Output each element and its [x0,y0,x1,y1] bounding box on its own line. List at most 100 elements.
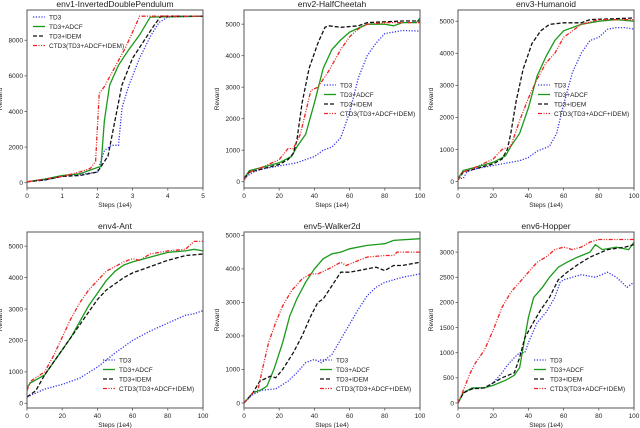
axes-frame [243,231,421,409]
legend-label: CTD3(TD3+ADCF+IDEM) [119,386,194,393]
legend-label: TD3+ADCF [336,367,370,374]
x-tick-label: 20 [276,193,284,200]
legend-label: TD3+ADCF [550,367,584,374]
x-tick-label: 20 [59,413,67,420]
axes-frame [457,231,635,409]
y-tick-label: 6000 [9,73,24,80]
series-line-ctd3-td3-adcf-idem [244,21,420,181]
series-line-ctd3-td3-adcf-idem [27,15,203,183]
legend: TD3 TD3+ADCF TD3+IDEM CTD3(TD3+ADCF+IDEM) [534,357,625,393]
series-line-td3-idem [244,261,420,404]
y-tick-label: 4000 [440,51,455,58]
legend-label: TD3 [119,357,132,364]
x-tick-label: 5 [201,193,205,200]
y-axis-label: Reward [428,87,435,110]
series-line-td3 [27,309,203,398]
x-tick-label: 0 [242,193,246,200]
subplot-title: env6-Hopper [521,221,570,231]
x-tick-label: 100 [415,413,426,420]
series-line-td3-idem [27,15,203,183]
x-axis-label: Steps (1e4) [315,422,349,428]
series-line-td3-idem [27,253,203,398]
y-tick-label: 8000 [9,38,24,45]
legend-label: TD3+IDEM [340,101,372,108]
axes-frame [26,9,204,189]
y-tick-label: 4000 [9,275,24,282]
y-tick-label: 4000 [9,109,24,116]
legend-label: TD3+IDEM [550,376,582,383]
x-tick-label: 20 [490,413,498,420]
y-tick-label: 0 [19,401,23,408]
axes-frame [457,9,635,189]
x-tick-label: 40 [94,413,102,420]
x-tick-label: 0 [25,413,29,420]
y-tick-label: 2000 [9,144,24,151]
subplot-title: env4-Ant [98,221,133,231]
legend-label: TD3+ADCF [49,24,83,31]
y-tick-label: 1000 [440,350,455,357]
y-tick-label: 4000 [226,266,241,273]
series-line-td3 [458,271,634,404]
legend: TD3 TD3+ADCF TD3+IDEM CTD3(TD3+ADCF+IDEM) [320,357,411,393]
y-axis-label: Reward [0,308,4,331]
series-line-td3 [244,29,420,180]
legend-label: TD3+ADCF [554,92,588,99]
y-tick-label: 0 [450,400,454,407]
series-line-td3 [244,273,420,404]
legend-label: CTD3(TD3+ADCF+IDEM) [554,111,629,118]
y-tick-label: 500 [443,375,454,382]
series-line-td3-adcf [27,248,203,388]
series-line-td3-adcf [244,17,420,179]
x-tick-label: 3 [131,193,135,200]
x-tick-label: 60 [346,413,354,420]
legend-label: CTD3(TD3+ADCF+IDEM) [340,111,415,118]
x-tick-label: 60 [560,413,568,420]
series-line-td3-idem [458,17,634,181]
y-tick-label: 5000 [440,19,455,26]
legend: TD3 TD3+ADCF TD3+IDEM CTD3(TD3+ADCF+IDEM) [33,14,124,50]
x-tick-label: 20 [490,193,498,200]
x-tick-label: 100 [629,413,640,420]
x-tick-label: 80 [164,413,172,420]
series-line-td3 [27,15,203,183]
legend-label: TD3+IDEM [336,376,368,383]
legend-label: TD3 [340,82,353,89]
x-tick-label: 40 [311,193,319,200]
legend-label: TD3+IDEM [119,376,151,383]
y-tick-label: 3000 [440,249,455,256]
series-line-ctd3-td3-adcf-idem [458,238,634,404]
x-tick-label: 80 [595,193,603,200]
x-tick-label: 0 [242,413,246,420]
legend: TD3 TD3+ADCF TD3+IDEM CTD3(TD3+ADCF+IDEM) [103,357,194,393]
series-line-td3 [458,26,634,180]
legend-label: TD3+ADCF [119,367,153,374]
legend-label: CTD3(TD3+ADCF+IDEM) [49,43,124,50]
legend-label: TD3+ADCF [340,92,374,99]
y-tick-label: 1000 [440,147,455,154]
y-tick-label: 1000 [9,369,24,376]
x-axis-label: Steps (1e4) [98,202,132,209]
x-tick-label: 80 [381,413,389,420]
y-tick-label: 4000 [226,53,241,60]
x-axis-label: Steps (1e4) [98,422,132,428]
x-tick-label: 0 [456,413,460,420]
y-tick-label: 0 [19,180,23,187]
y-tick-label: 2000 [440,300,455,307]
y-tick-label: 3000 [9,306,24,313]
y-tick-label: 3000 [440,83,455,90]
subplot-title: env1-InvertedDoublePendulum [56,0,173,9]
subplot-title: env2-HalfCheetah [298,0,367,9]
y-tick-label: 0 [450,179,454,186]
y-tick-label: 3000 [226,84,241,91]
y-tick-label: 1000 [226,367,241,374]
y-tick-label: 5000 [226,233,241,240]
x-tick-label: 1 [60,193,64,200]
legend-label: TD3+IDEM [49,33,81,40]
y-tick-label: 2000 [226,116,241,123]
x-tick-label: 2 [96,193,100,200]
y-tick-label: 1500 [440,325,455,332]
